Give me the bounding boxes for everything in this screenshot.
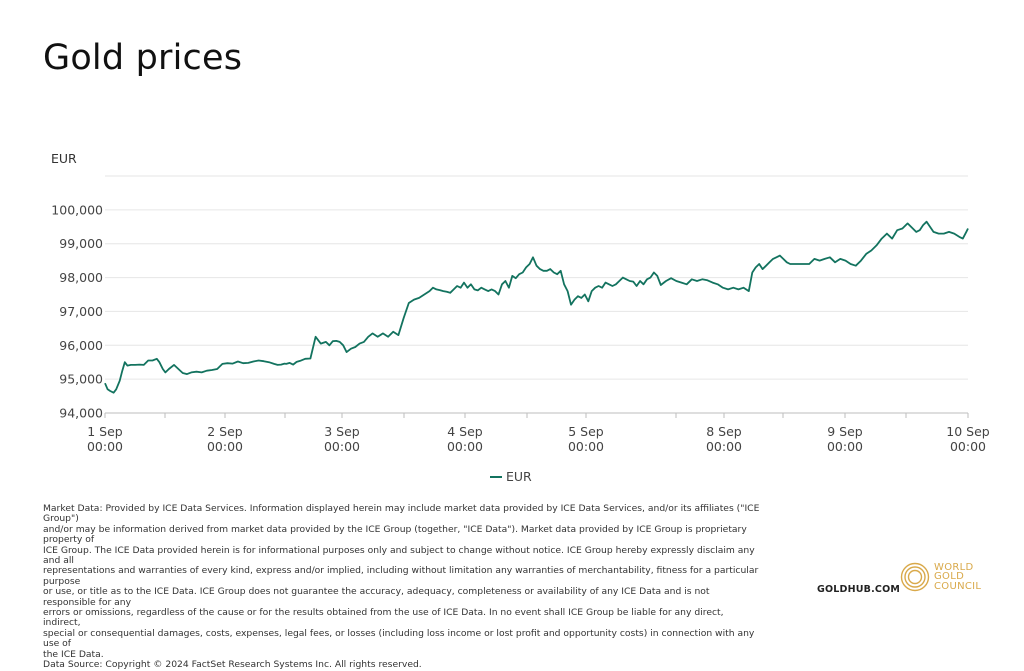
x-tick-date: 8 Sep: [706, 424, 742, 439]
gold-price-chart: 94,000 95,000 96,000 97,000 98,000 99,000 100,…: [51, 175, 990, 454]
disclaimer-line: and/or may be information derived from m…: [43, 523, 747, 546]
wgc-rings-icon: [900, 562, 930, 592]
x-tick-time: 00:00: [207, 439, 243, 454]
disclaimer-line: Market Data: Provided by ICE Data Servic…: [43, 503, 760, 525]
eur-price-line: [104, 220, 969, 394]
x-tick-date: 10 Sep: [946, 424, 990, 439]
wgc-wordmark-line: COUNCIL: [934, 580, 982, 592]
disclaimer-line: or use, or title as to the ICE Data. ICE…: [43, 586, 710, 608]
y-tick-label: 98,000: [59, 270, 103, 285]
y-tick-label: 97,000: [59, 304, 103, 319]
legend-swatch-eur: [490, 475, 502, 478]
x-tick-time: 00:00: [706, 439, 742, 454]
disclaimer-line: ICE Group. The ICE Data provided herein …: [43, 544, 755, 567]
chart-legend[interactable]: EUR: [490, 469, 532, 484]
y-tick-label: 96,000: [59, 338, 103, 353]
x-tick-time: 00:00: [827, 439, 863, 454]
disclaimer-line: errors or omissions, regardless of the c…: [43, 607, 724, 629]
y-tick-label: 100,000: [51, 202, 103, 217]
x-tick-date: 9 Sep: [827, 424, 863, 439]
goldhub-link[interactable]: GOLDHUB.COM: [817, 584, 901, 595]
x-tick-time: 00:00: [87, 439, 123, 454]
data-disclaimer: Market Data: Provided by ICE Data Servic…: [43, 503, 763, 671]
x-tick-time: 00:00: [324, 439, 360, 454]
x-tick-time: 00:00: [568, 439, 604, 454]
x-tick-time: 00:00: [447, 439, 483, 454]
disclaimer-line: special or consequential damages, costs,…: [43, 627, 755, 650]
world-gold-council-logo: WORLD GOLD COUNCIL: [900, 562, 981, 592]
wgc-wordmark: WORLD GOLD COUNCIL: [934, 563, 981, 592]
disclaimer-line: the ICE Data.: [43, 648, 104, 660]
y-axis-ticks: 94,000 95,000 96,000 97,000 98,000 99,000 100,…: [51, 202, 103, 420]
disclaimer-line: Data Source: Copyright © 2024 FactSet Re…: [43, 659, 422, 671]
x-tick-date: 4 Sep: [447, 424, 483, 439]
x-tick-date: 5 Sep: [568, 424, 604, 439]
x-tick-date: 2 Sep: [207, 424, 243, 439]
y-axis-unit-label: EUR: [51, 151, 77, 166]
disclaimer-line: representations and warranties of every …: [43, 565, 759, 587]
y-tick-label: 95,000: [59, 372, 103, 387]
wgc-wordmark-line: GOLD: [934, 571, 965, 583]
x-tick-date: 1 Sep: [87, 424, 123, 439]
y-tick-label: 99,000: [59, 236, 103, 251]
page-title: Gold prices: [43, 38, 243, 78]
y-tick-label: 94,000: [59, 406, 103, 421]
x-tick-date: 3 Sep: [324, 424, 360, 439]
gridlines: [105, 175, 968, 380]
x-tick-time: 00:00: [950, 439, 986, 454]
wgc-wordmark-line: WORLD: [934, 561, 974, 573]
legend-label-eur: EUR: [506, 469, 532, 484]
